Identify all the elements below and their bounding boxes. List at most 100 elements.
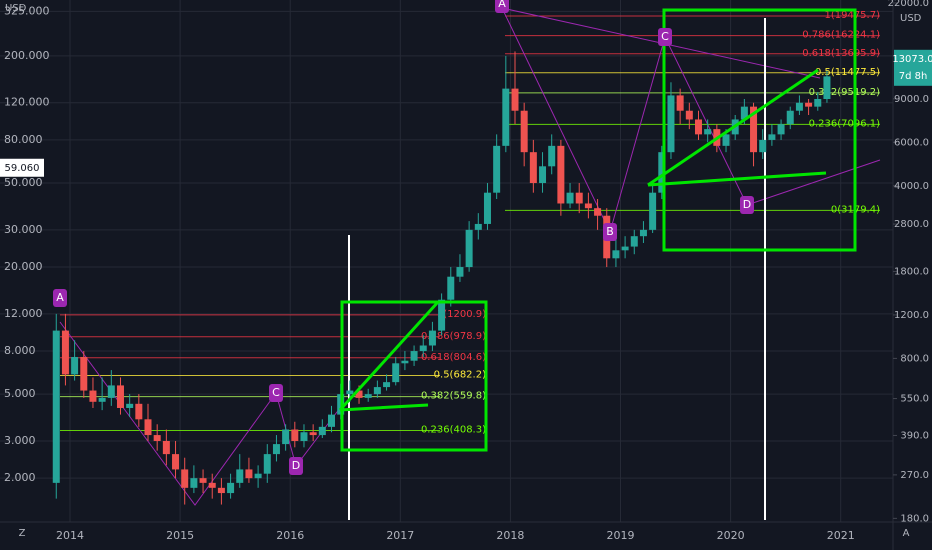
right-axis-panel (893, 0, 932, 550)
candle-body (786, 110, 794, 125)
candle-body (392, 363, 400, 383)
candle-body (483, 192, 491, 224)
y2-tick-label: 6000.0 (894, 137, 929, 148)
pattern-label: B (606, 225, 614, 238)
fib-label: 0.5(682.2) (434, 369, 486, 380)
pattern-label: D (292, 459, 300, 472)
box (662, 8, 857, 252)
candle-body (795, 102, 803, 111)
y-tick-label: 120.000 (4, 96, 50, 109)
pattern-label: C (661, 30, 669, 43)
x-tick-label: 2018 (496, 529, 524, 542)
x-tick-label: 2021 (827, 529, 855, 542)
candle-body (217, 487, 225, 494)
x-tick-label: 2019 (607, 529, 635, 542)
y-tick-label: 8.000 (4, 344, 36, 357)
candle-body (777, 124, 785, 135)
candle-body (172, 454, 180, 470)
candle-body (383, 382, 391, 388)
y2-tick-label: 270.0 (900, 470, 929, 481)
label-badge (495, 0, 509, 13)
y2-tick-label: 1800.0 (894, 266, 929, 277)
candle-body (456, 267, 464, 277)
currency: USD (5, 3, 27, 14)
y-tick-label: 80.000 (4, 133, 43, 146)
y2-tick-label: 180.0 (900, 513, 929, 524)
fib-label: 0.786(16224.1) (802, 30, 880, 41)
y-tick-label: 2.000 (4, 471, 36, 484)
candle-body (676, 95, 684, 111)
y2-tick-label: 800.0 (900, 353, 929, 364)
x-tick-label: 2016 (276, 529, 304, 542)
candle-body (254, 473, 262, 479)
candle-body (575, 192, 583, 204)
candle-body (566, 192, 574, 204)
trend-line (339, 403, 429, 412)
candle-body (245, 469, 253, 479)
candle-body (401, 360, 409, 364)
candle-body (181, 469, 189, 488)
candle-body (190, 478, 198, 488)
fib-label: 1(1200.9) (437, 309, 486, 320)
candle-body (80, 356, 88, 391)
candle-body (98, 397, 106, 402)
candle-body (364, 394, 372, 398)
scale-button[interactable]: A (903, 528, 910, 539)
candle-body (107, 385, 115, 398)
candle-body (612, 250, 620, 259)
currency: USD (900, 13, 922, 24)
scale-button[interactable]: Z (19, 528, 26, 539)
y2-tick-label: 390.0 (900, 430, 929, 441)
candle-body (328, 414, 336, 427)
y2-tick-label: 9000.0 (894, 94, 929, 105)
fib-label: 0.618(13695.9) (802, 48, 880, 59)
candle-body (557, 145, 565, 204)
candle-body (153, 435, 161, 441)
candle-body (162, 440, 170, 455)
candle-body (511, 88, 519, 111)
candle-body (282, 429, 290, 445)
label-badge (603, 223, 617, 241)
candle-body (355, 390, 363, 398)
candle-body (126, 403, 134, 408)
candle-body (71, 356, 79, 375)
candle-body (520, 110, 528, 153)
candle-body (768, 134, 776, 140)
candle-body (630, 236, 638, 247)
candle-body (116, 385, 124, 408)
last-price: 13073.0 (892, 54, 932, 65)
candle-body (474, 223, 482, 230)
time-axis-panel (0, 522, 932, 550)
pattern-label: C (272, 386, 280, 399)
y2-tick-label: 4000.0 (894, 181, 929, 192)
grid (0, 0, 893, 522)
candle-body (263, 454, 271, 474)
candle-body (685, 110, 693, 120)
fib-label: 0.236(408.3) (421, 425, 486, 436)
x-tick-label: 2015 (166, 529, 194, 542)
candle-body (318, 426, 326, 436)
x-tick-label: 2017 (386, 529, 414, 542)
candle-body (704, 129, 712, 135)
candle-body (447, 276, 455, 300)
candle-body (419, 345, 427, 352)
candle-body (465, 229, 473, 268)
fib-label: 0.618(804.6) (421, 352, 486, 363)
last-price: 59.060 (5, 163, 40, 174)
candle-body (236, 469, 244, 483)
label-badge (289, 457, 303, 475)
y-tick-label: 5.000 (4, 387, 36, 400)
candle-body (428, 330, 436, 346)
candle-body (621, 246, 629, 251)
candle-body (199, 478, 207, 483)
candle-body (759, 139, 767, 153)
candle-body (750, 106, 758, 153)
candle-body (346, 390, 354, 395)
y2-tick-label: 550.0 (900, 394, 929, 405)
y-tick-label: 325.000 (4, 4, 50, 17)
label-badge (53, 289, 67, 307)
candle-body (548, 145, 556, 167)
candle-body (823, 76, 831, 100)
